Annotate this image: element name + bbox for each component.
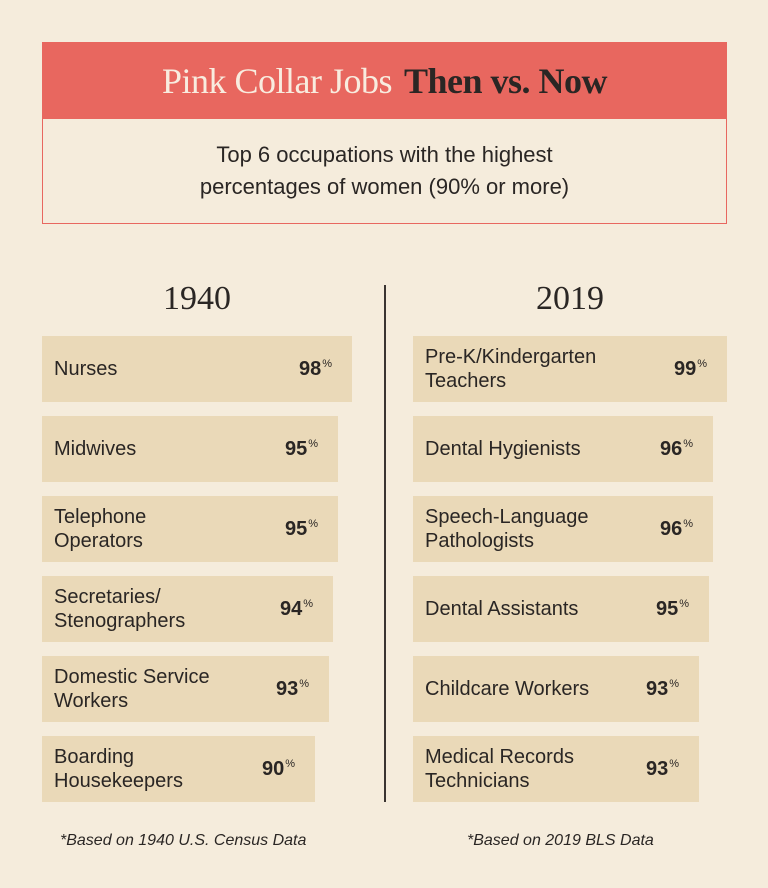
subtitle: Top 6 occupations with the highest perce…	[43, 119, 726, 223]
bar-label: Childcare Workers	[425, 678, 590, 700]
bar-label: Pre-K/Kindergarten Teachers	[425, 346, 597, 392]
bar-label: Dental Assistants	[425, 598, 579, 620]
bar-label: Domestic Service Workers	[54, 666, 210, 712]
bar-1940-nurses: Nurses 98%	[42, 336, 352, 402]
title-banner: Pink Collar Jobs Then vs. Now	[43, 43, 726, 119]
bar-label: Speech-Language Pathologists	[425, 506, 589, 552]
bar-value: 93%	[645, 757, 679, 780]
footnote-2019: *Based on 2019 BLS Data	[467, 832, 654, 849]
bar-2019-childcare-workers: Childcare Workers 93%	[413, 656, 699, 722]
bar-1940-midwives: Midwives 95%	[42, 416, 338, 482]
column-divider	[384, 285, 386, 802]
bar-value: 93%	[275, 677, 309, 700]
title-light-text: Pink Collar Jobs	[161, 61, 393, 101]
bar-2019-dental-hygienists: Dental Hygienists 96%	[413, 416, 713, 482]
bar-label: Secretaries/ Stenographers	[54, 586, 186, 632]
bar-label: Dental Hygienists	[425, 438, 581, 460]
bar-value: 98%	[298, 357, 332, 380]
bar-value: 95%	[284, 517, 318, 540]
bar-value: 94%	[279, 597, 313, 620]
bar-label: Nurses	[54, 358, 118, 380]
bar-value: 96%	[659, 437, 693, 460]
bar-value: 95%	[655, 597, 689, 620]
subtitle-line-1: Top 6 occupations with the highest	[216, 142, 553, 167]
bar-1940-telephone-operators: Telephone Operators 95%	[42, 496, 338, 562]
bar-2019-dental-assistants: Dental Assistants 95%	[413, 576, 709, 642]
bar-1940-boarding-housekeepers: Boarding Housekeepers 90%	[42, 736, 315, 802]
bar-value: 96%	[659, 517, 693, 540]
title-card: Pink Collar Jobs Then vs. Now Top 6 occu…	[42, 42, 727, 224]
year-heading-2019: 2019	[536, 280, 604, 317]
bar-value: 93%	[645, 677, 679, 700]
year-heading-1940: 1940	[163, 280, 231, 317]
subtitle-line-2: percentages of women (90% or more)	[199, 174, 570, 199]
bar-value: 95%	[284, 437, 318, 460]
bar-value: 90%	[261, 757, 295, 780]
bar-value: 99%	[673, 357, 707, 380]
title-bold-text: Then vs. Now	[403, 61, 608, 101]
bar-2019-speech-language: Speech-Language Pathologists 96%	[413, 496, 713, 562]
bar-1940-domestic-service: Domestic Service Workers 93%	[42, 656, 329, 722]
bar-label: Medical Records Technicians	[425, 746, 574, 792]
bar-1940-secretaries: Secretaries/ Stenographers 94%	[42, 576, 333, 642]
footnote-1940: *Based on 1940 U.S. Census Data	[60, 832, 307, 849]
bar-2019-medical-records: Medical Records Technicians 93%	[413, 736, 699, 802]
bar-label: Boarding Housekeepers	[54, 746, 183, 792]
bar-label: Telephone Operators	[54, 506, 147, 552]
bar-2019-prek-teachers: Pre-K/Kindergarten Teachers 99%	[413, 336, 727, 402]
bar-label: Midwives	[54, 438, 137, 460]
